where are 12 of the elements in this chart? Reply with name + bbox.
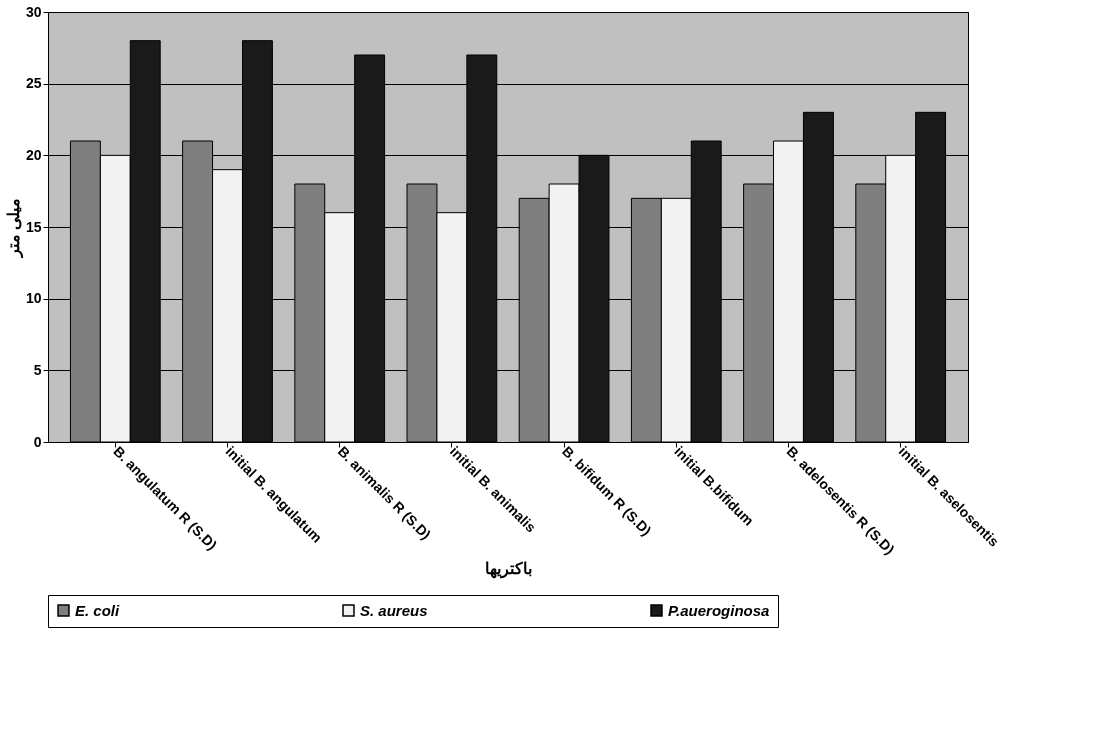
x-axis-title: باكتريها: [485, 560, 532, 580]
legend-label: S. aureus: [360, 601, 428, 619]
y-tick-label: 0: [33, 433, 42, 450]
legend-label: P.aueroginosa: [668, 601, 770, 619]
y-tick-label: 20: [25, 146, 42, 163]
y-tick-label: 25: [25, 75, 42, 92]
y-axis-title: ميلى متر: [4, 197, 24, 259]
y-tick-label: 30: [25, 3, 42, 20]
legend-label: E. coli: [75, 601, 121, 619]
y-tick-label: 15: [25, 218, 42, 235]
y-tick-label: 5: [33, 361, 42, 378]
y-tick-label: 10: [25, 290, 42, 307]
